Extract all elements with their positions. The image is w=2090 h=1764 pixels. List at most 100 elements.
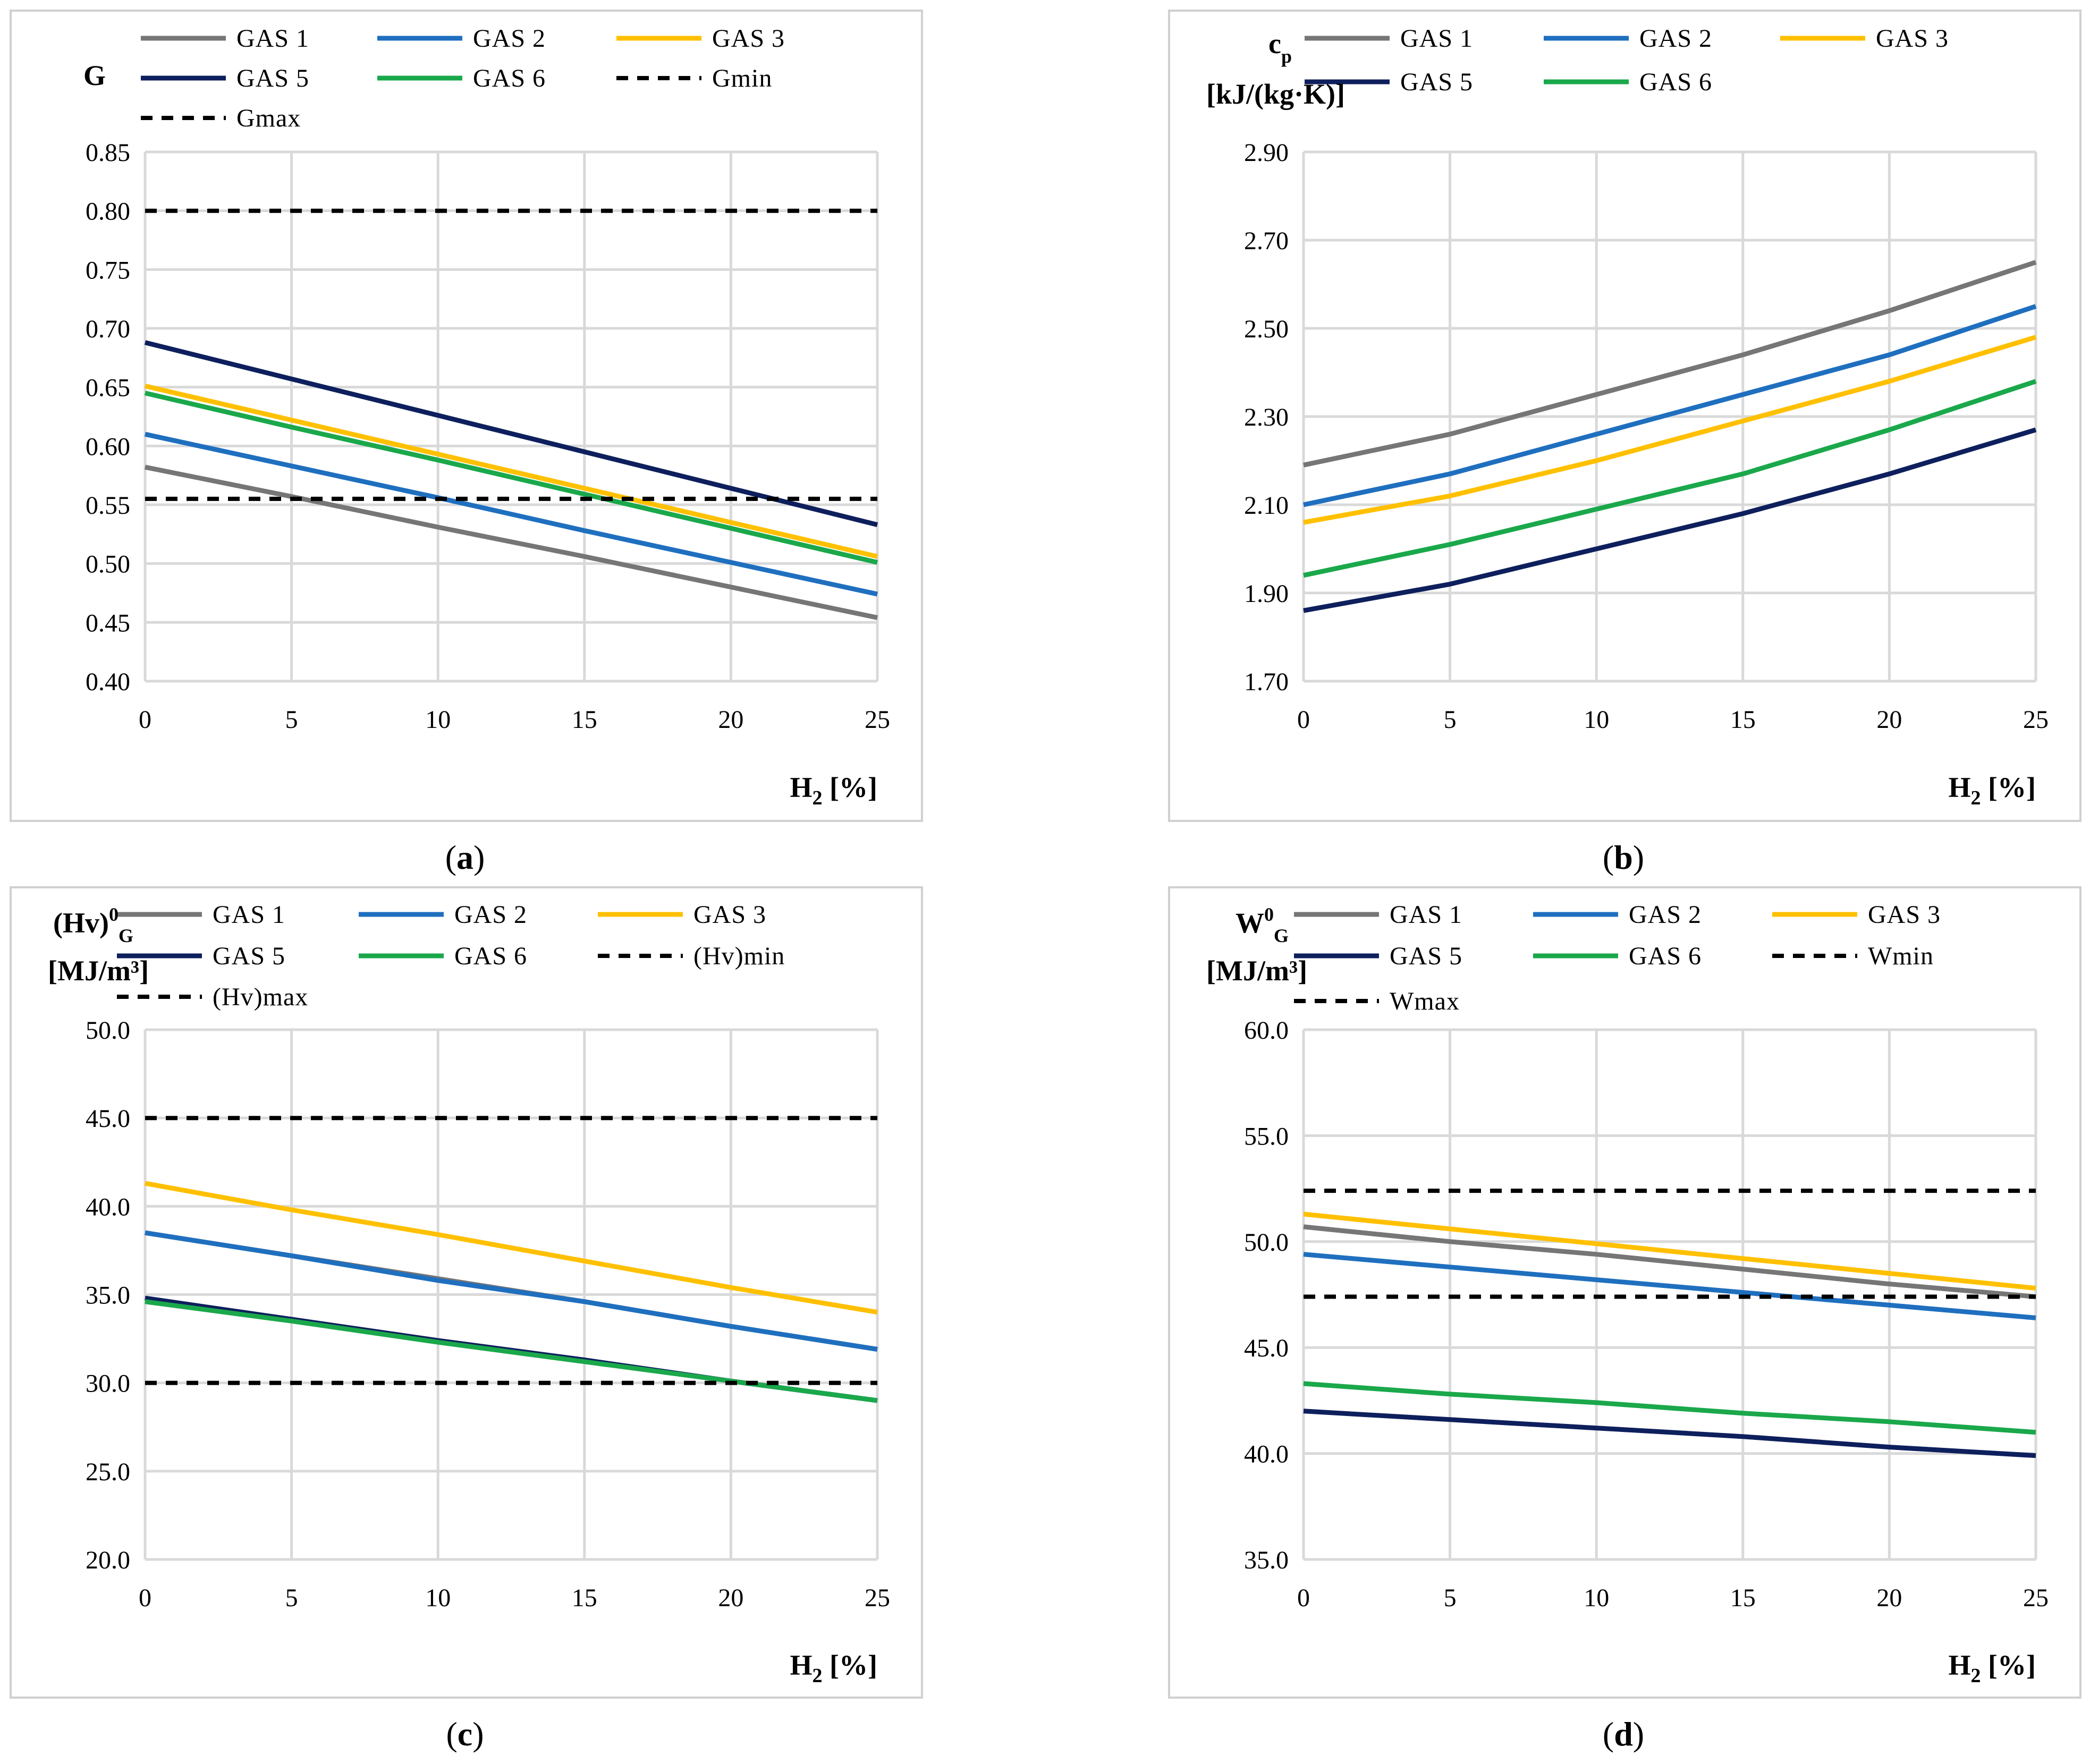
panel-d-x-tick-label: 0 bbox=[1297, 1584, 1310, 1612]
panel-a-frame bbox=[10, 10, 923, 822]
panel-b-y-axis-unit: [kJ/(kg·K)] bbox=[1206, 78, 1345, 110]
panel-b-series-line-gas-2 bbox=[1303, 304, 2037, 507]
y-title-main: c bbox=[1268, 28, 1281, 60]
panel-d-label: (d) bbox=[1603, 1715, 1644, 1753]
panel-a-y-tick-label: 0.80 bbox=[86, 198, 130, 226]
panel-a-legend-label: GAS 6 bbox=[473, 64, 546, 92]
panel-d-legend-label: GAS 2 bbox=[1629, 901, 1702, 929]
panel-c-y-tick-label: 25.0 bbox=[86, 1458, 130, 1486]
panel-d-x-tick-label: 5 bbox=[1444, 1584, 1457, 1612]
panel-b-y-tick-label: 1.90 bbox=[1244, 580, 1289, 608]
panel-a-legend-label: GAS 3 bbox=[712, 24, 785, 53]
panel-b-y-tick-label: 2.50 bbox=[1244, 315, 1289, 343]
panel-c-y-axis-unit: [MJ/m³] bbox=[48, 955, 149, 987]
panel-label-close: ) bbox=[472, 1715, 484, 1753]
panel-c-legend-label: (Hv)max bbox=[213, 983, 308, 1011]
panel-a-series-line-gas-1 bbox=[145, 464, 878, 620]
panel-a-series-line-gas-6 bbox=[144, 391, 878, 565]
panel-a-y-tick-label: 0.45 bbox=[86, 609, 130, 637]
panel-d-x-tick-label: 25 bbox=[2023, 1584, 2049, 1612]
panel-c-frame bbox=[10, 886, 923, 1699]
x-title-rest: [%] bbox=[1981, 1649, 2036, 1681]
panel-b-x-tick-label: 0 bbox=[1297, 706, 1310, 734]
x-title-rest: [%] bbox=[1981, 771, 2036, 803]
panel-a-y-tick-label: 0.70 bbox=[86, 315, 130, 343]
panel-b-y-tick-label: 2.70 bbox=[1244, 227, 1289, 255]
panel-label-letter: a bbox=[456, 838, 473, 876]
x-title-main: H bbox=[790, 771, 813, 803]
panel-label-letter: d bbox=[1614, 1715, 1633, 1753]
panel-b-series-line-gas-6 bbox=[1303, 379, 2037, 578]
panel-d-legend-label: Wmax bbox=[1390, 987, 1460, 1015]
panel-c-x-tick-label: 10 bbox=[425, 1584, 451, 1612]
panel-c-y-tick-label: 40.0 bbox=[86, 1193, 130, 1221]
panel-c-legend-label: (Hv)min bbox=[693, 942, 785, 970]
panel-d-y-axis-unit: [MJ/m³] bbox=[1206, 955, 1307, 987]
panel-c-label: (c) bbox=[446, 1715, 484, 1753]
panel-a-legend-label: Gmin bbox=[712, 64, 772, 92]
panel-b-x-tick-label: 5 bbox=[1444, 706, 1457, 734]
panel-a-legend-label: GAS 5 bbox=[236, 64, 309, 92]
panel-b-x-tick-label: 10 bbox=[1584, 706, 1609, 734]
panel-label-letter: c bbox=[458, 1715, 472, 1753]
panel-d-x-axis-title: H2 [%] bbox=[1949, 1649, 2036, 1687]
panel-a-x-tick-label: 15 bbox=[572, 706, 597, 734]
panel-c-x-tick-label: 15 bbox=[572, 1584, 597, 1612]
panel-b-y-tick-label: 2.30 bbox=[1244, 403, 1289, 431]
panel-c-y-tick-label: 50.0 bbox=[86, 1016, 130, 1045]
panel-b-y-tick-label: 2.10 bbox=[1244, 491, 1289, 520]
y-title-main: W bbox=[1236, 907, 1264, 939]
x-title-sub: 2 bbox=[1971, 787, 1981, 809]
panel-a-x-tick-label: 0 bbox=[139, 706, 151, 734]
panel-a: 0 5 10 15 20 25 0.40 0.45 0.50 0.55 0.60 0.65 0.70 0.… bbox=[10, 10, 923, 876]
panel-d-y-tick-label: 35.0 bbox=[1244, 1546, 1289, 1574]
panel-c-y-axis-title: (Hv)0G bbox=[53, 904, 133, 946]
panel-d-series-line-gas-2 bbox=[1303, 1252, 2036, 1320]
panel-d-y-tick-label: 50.0 bbox=[1244, 1228, 1289, 1257]
panel-d-legend-label: Wmin bbox=[1868, 942, 1934, 970]
panel-c-y-tick-label: 20.0 bbox=[86, 1546, 130, 1574]
panel-b-x-tick-label: 20 bbox=[1876, 706, 1902, 734]
panel-a-y-tick-label: 0.65 bbox=[86, 374, 130, 402]
x-title-main: H bbox=[1949, 771, 1971, 803]
panel-a-x-tick-label: 5 bbox=[285, 706, 298, 734]
panel-b-label: (b) bbox=[1603, 838, 1644, 876]
panel-b-y-axis-title: cp bbox=[1268, 28, 1292, 67]
panel-c-x-axis-title: H2 [%] bbox=[790, 1649, 877, 1687]
panel-a-y-tick-label: 0.75 bbox=[86, 256, 130, 284]
panel-b-legend-label: GAS 2 bbox=[1639, 24, 1712, 53]
panel-label-open: ( bbox=[1603, 1715, 1614, 1753]
y-title-sub: p bbox=[1281, 46, 1292, 67]
x-title-sub: 2 bbox=[1971, 1665, 1981, 1687]
panel-c-legend-label: GAS 6 bbox=[454, 942, 527, 970]
panel-a-legend-label: GAS 1 bbox=[236, 24, 309, 53]
panel-b-legend-label: GAS 3 bbox=[1876, 24, 1949, 53]
panel-a-x-tick-label: 10 bbox=[425, 706, 451, 734]
panel-label-close: ) bbox=[1633, 1715, 1644, 1753]
panel-a-label: (a) bbox=[445, 838, 485, 876]
panel-c-x-tick-label: 5 bbox=[285, 1584, 298, 1612]
panel-b-y-tick-label: 1.70 bbox=[1244, 668, 1289, 696]
panel-d-series-line-gas-6 bbox=[1303, 1381, 2036, 1435]
panel-b-legend-label: GAS 1 bbox=[1400, 24, 1473, 53]
panel-b-series-line-gas-3 bbox=[1303, 335, 2037, 525]
panel-d-legend-label: GAS 5 bbox=[1390, 942, 1462, 970]
panel-c-x-tick-label: 20 bbox=[718, 1584, 743, 1612]
panel-a-legend-label: GAS 2 bbox=[473, 24, 546, 53]
panel-a-series-line-gas-2 bbox=[145, 431, 878, 597]
panel-b-series-line-gas-1 bbox=[1303, 260, 2037, 468]
panel-label-close: ) bbox=[473, 838, 485, 876]
panel-d-y-tick-label: 45.0 bbox=[1244, 1334, 1289, 1362]
y-title-sub: G bbox=[1274, 925, 1289, 946]
panel-c-y-tick-label: 45.0 bbox=[86, 1105, 130, 1133]
panel-label-close: ) bbox=[1633, 838, 1644, 876]
panel-d-x-tick-label: 20 bbox=[1876, 1584, 1902, 1612]
panel-b-x-tick-label: 15 bbox=[1730, 706, 1756, 734]
panel-a-y-axis-title: G bbox=[83, 60, 106, 91]
panel-d-legend-label: GAS 1 bbox=[1390, 901, 1462, 929]
y-title-main: (Hv) bbox=[53, 907, 109, 939]
panel-c-legend-label: GAS 2 bbox=[454, 901, 527, 929]
panel-c-y-tick-label: 35.0 bbox=[86, 1282, 130, 1310]
panel-b-legend-label: GAS 6 bbox=[1639, 68, 1712, 96]
